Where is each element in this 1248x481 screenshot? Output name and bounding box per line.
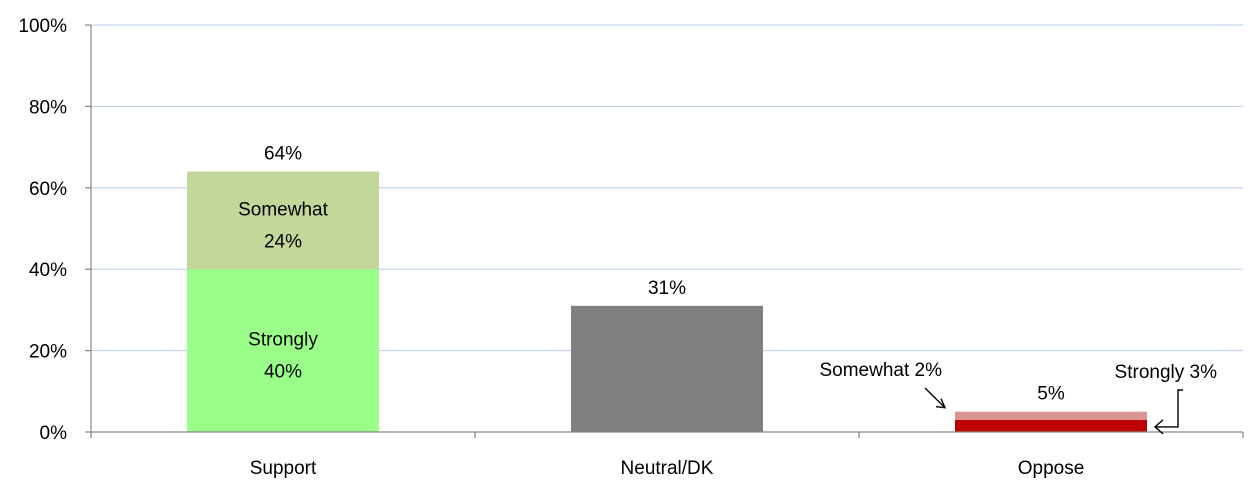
bar-segment-support_strongly	[187, 269, 379, 432]
segment-label-support_strongly: Strongly	[248, 330, 318, 351]
bars	[187, 171, 1147, 432]
segment-value-support_somewhat: 24%	[264, 231, 302, 252]
y-tick-label: 100%	[18, 16, 67, 37]
y-tick-label: 0%	[40, 423, 68, 444]
callout-label-oppose_strongly: Strongly 3%	[1115, 362, 1218, 383]
segment-label-support_somewhat: Somewhat	[238, 199, 328, 220]
y-tick-label: 40%	[29, 260, 67, 281]
callout-arrowhead-oppose_somewhat	[935, 398, 947, 409]
y-tick-label: 20%	[29, 342, 67, 363]
callout-label-oppose_somewhat: Somewhat 2%	[819, 360, 942, 381]
x-tick-label: Oppose	[1018, 458, 1085, 479]
callout-arrowhead-oppose_strongly	[1153, 419, 1164, 435]
bar-segment-support_somewhat	[187, 171, 379, 270]
x-tick-label: Neutral/DK	[621, 458, 714, 479]
bar-segment-oppose_somewhat	[955, 411, 1147, 420]
x-tick-label: Support	[250, 458, 317, 479]
labels: Strongly 40% Somewhat 24% 64% Support 31% Neutr…	[18, 16, 1217, 479]
y-tick-label: 80%	[29, 97, 67, 118]
bar-total-label: 5%	[1037, 384, 1065, 405]
bar-segment-neutral	[571, 305, 763, 432]
bar-segment-oppose_strongly	[955, 419, 1147, 432]
segment-value-support_strongly: 40%	[264, 362, 302, 383]
callout-arrow-oppose_somewhat	[924, 387, 946, 409]
y-tick-label: 60%	[29, 179, 67, 200]
callout-arrow-oppose_strongly	[1155, 389, 1183, 428]
bar-total-label: 64%	[264, 144, 302, 165]
axes	[85, 24, 1244, 438]
bar-total-label: 31%	[648, 278, 686, 299]
